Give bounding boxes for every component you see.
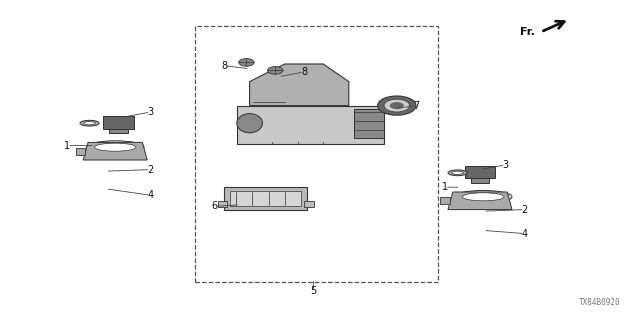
Bar — [230, 191, 301, 206]
Text: 4: 4 — [522, 228, 528, 239]
Ellipse shape — [454, 190, 512, 203]
Text: 2: 2 — [522, 204, 528, 215]
Text: TX84B0920: TX84B0920 — [579, 298, 621, 307]
Text: 1: 1 — [64, 140, 70, 151]
Ellipse shape — [84, 122, 95, 125]
Ellipse shape — [462, 193, 504, 201]
Bar — [103, 116, 134, 129]
Text: 4: 4 — [147, 190, 154, 200]
Bar — [109, 129, 127, 133]
Text: 1: 1 — [442, 182, 448, 192]
Circle shape — [390, 102, 404, 109]
Bar — [304, 201, 314, 207]
Circle shape — [239, 59, 254, 66]
Ellipse shape — [86, 141, 144, 154]
Polygon shape — [250, 64, 349, 106]
Circle shape — [268, 67, 283, 74]
Bar — [237, 106, 384, 144]
Bar — [224, 187, 307, 210]
Ellipse shape — [448, 170, 467, 176]
Bar — [76, 148, 85, 155]
Text: 3: 3 — [502, 160, 509, 170]
Polygon shape — [83, 142, 147, 160]
Circle shape — [384, 99, 410, 112]
Bar — [465, 166, 495, 179]
Polygon shape — [448, 192, 512, 210]
Circle shape — [378, 96, 416, 115]
Text: Fr.: Fr. — [520, 27, 534, 37]
Text: 8: 8 — [221, 60, 227, 71]
Bar — [218, 201, 227, 207]
Ellipse shape — [95, 143, 136, 151]
Ellipse shape — [452, 171, 463, 174]
Text: 7: 7 — [413, 100, 419, 111]
Text: 2: 2 — [147, 164, 154, 175]
Text: 8: 8 — [301, 67, 307, 77]
Text: 6: 6 — [211, 201, 218, 212]
Bar — [471, 179, 489, 183]
Text: 5: 5 — [310, 286, 317, 296]
Polygon shape — [354, 109, 384, 138]
Bar — [195, 26, 438, 282]
Ellipse shape — [80, 120, 99, 126]
Bar — [440, 197, 450, 204]
Text: 3: 3 — [147, 107, 154, 117]
Ellipse shape — [237, 114, 262, 133]
